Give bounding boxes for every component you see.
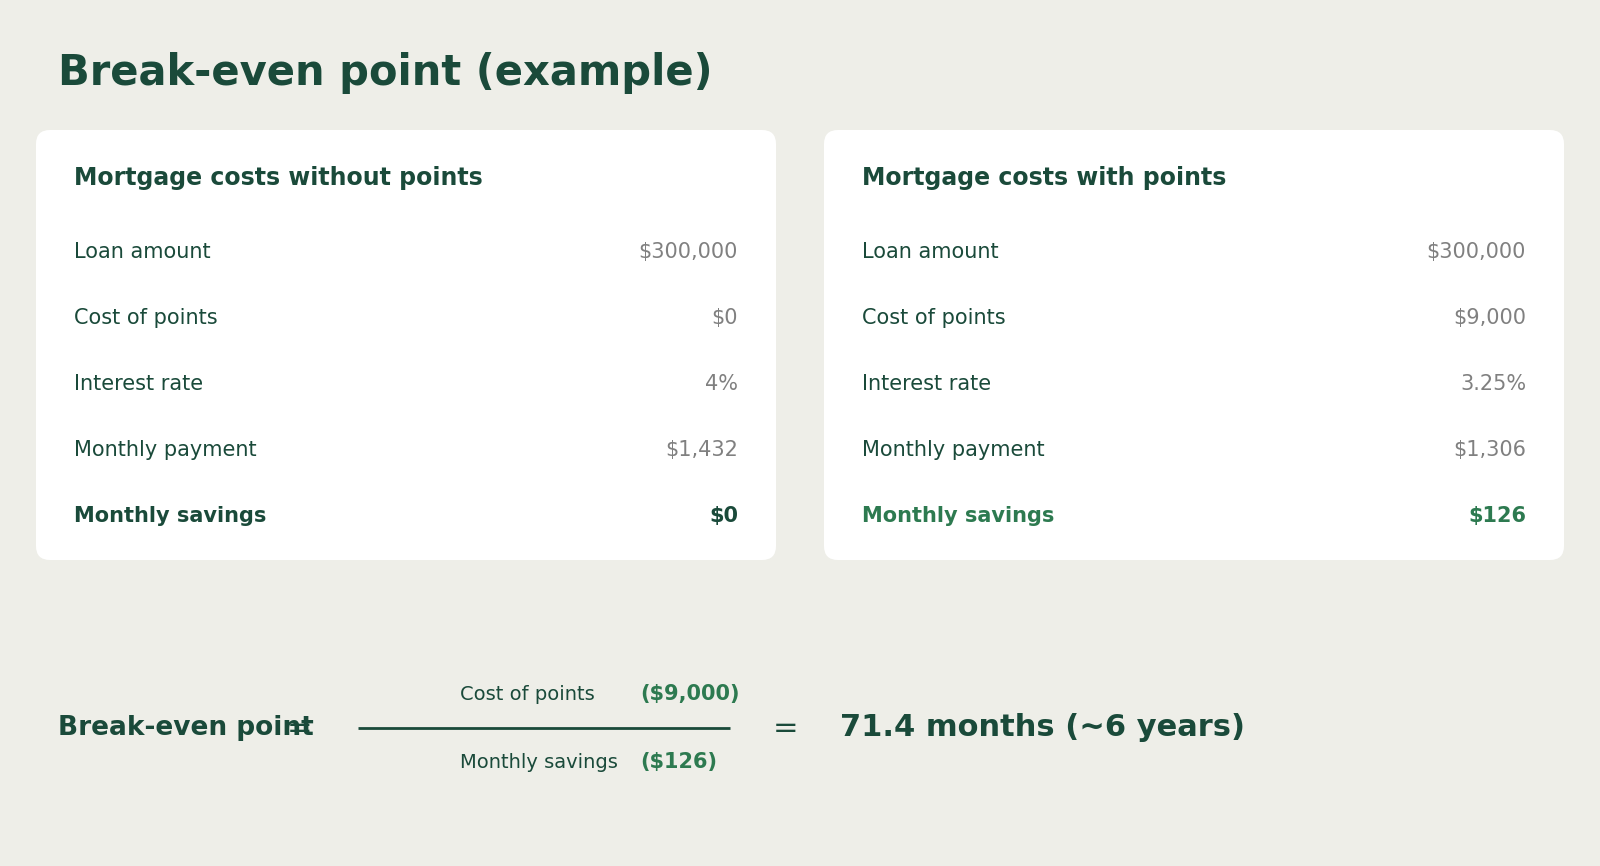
Text: $1,432: $1,432 — [666, 440, 738, 460]
Text: Loan amount: Loan amount — [74, 242, 211, 262]
Text: $0: $0 — [712, 308, 738, 328]
Text: Monthly savings: Monthly savings — [862, 506, 1054, 526]
Text: Cost of points: Cost of points — [74, 308, 218, 328]
Text: 4%: 4% — [706, 374, 738, 394]
Text: Mortgage costs without points: Mortgage costs without points — [74, 166, 483, 190]
Text: 3.25%: 3.25% — [1459, 374, 1526, 394]
Text: Mortgage costs with points: Mortgage costs with points — [862, 166, 1226, 190]
Text: Monthly payment: Monthly payment — [74, 440, 256, 460]
Text: Interest rate: Interest rate — [862, 374, 990, 394]
Text: Loan amount: Loan amount — [862, 242, 998, 262]
Text: $300,000: $300,000 — [1427, 242, 1526, 262]
FancyBboxPatch shape — [35, 130, 776, 560]
Text: Monthly payment: Monthly payment — [862, 440, 1045, 460]
Text: Break-even point (example): Break-even point (example) — [58, 52, 712, 94]
Text: ($9,000): ($9,000) — [640, 684, 739, 704]
Text: Cost of points: Cost of points — [862, 308, 1006, 328]
Text: Interest rate: Interest rate — [74, 374, 203, 394]
Text: $300,000: $300,000 — [638, 242, 738, 262]
Text: $9,000: $9,000 — [1453, 308, 1526, 328]
Text: =: = — [286, 714, 314, 742]
Text: =: = — [773, 714, 798, 742]
Text: Monthly savings: Monthly savings — [74, 506, 266, 526]
Text: $126: $126 — [1469, 506, 1526, 526]
Text: 71.4 months (~6 years): 71.4 months (~6 years) — [840, 714, 1245, 742]
Text: Cost of points: Cost of points — [461, 684, 595, 703]
FancyBboxPatch shape — [824, 130, 1565, 560]
Text: $1,306: $1,306 — [1453, 440, 1526, 460]
Text: $0: $0 — [709, 506, 738, 526]
Text: Break-even point: Break-even point — [58, 715, 314, 741]
Text: ($126): ($126) — [640, 752, 717, 772]
Text: Monthly savings: Monthly savings — [461, 753, 618, 772]
